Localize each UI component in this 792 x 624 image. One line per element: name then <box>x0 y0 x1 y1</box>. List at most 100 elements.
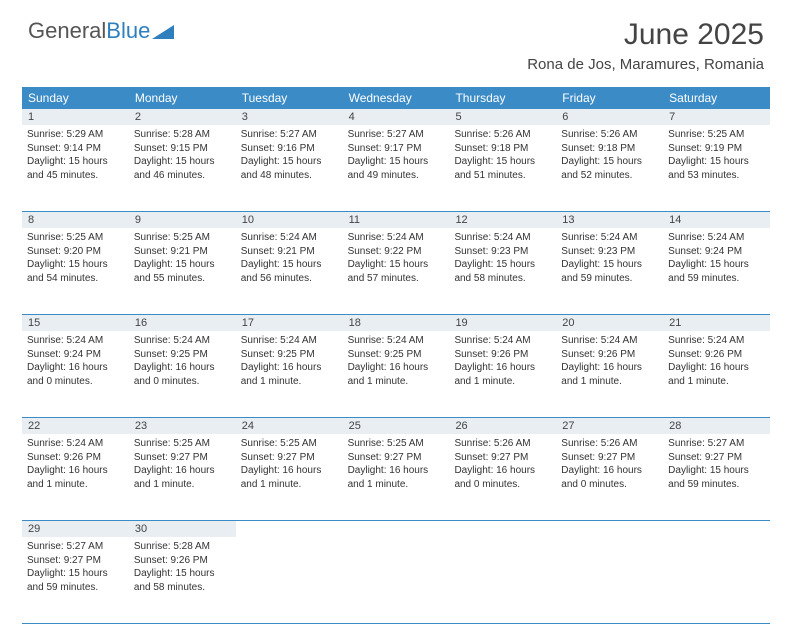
day-number: 21 <box>663 315 770 331</box>
day-line: Sunset: 9:18 PM <box>561 142 658 156</box>
day-line: Sunset: 9:21 PM <box>241 245 338 259</box>
day-cell: Sunrise: 5:24 AMSunset: 9:21 PMDaylight:… <box>236 228 343 314</box>
day-line: Daylight: 15 hours <box>134 155 231 169</box>
day-line: and 49 minutes. <box>348 169 445 183</box>
day-cell: Sunrise: 5:26 AMSunset: 9:27 PMDaylight:… <box>449 434 556 520</box>
day-header: Monday <box>129 87 236 109</box>
day-line: Sunset: 9:27 PM <box>134 451 231 465</box>
day-line: and 0 minutes. <box>454 478 551 492</box>
day-cell: Sunrise: 5:28 AMSunset: 9:26 PMDaylight:… <box>129 537 236 623</box>
day-number: 8 <box>22 212 129 228</box>
day-line: and 1 minute. <box>241 375 338 389</box>
day-number: 2 <box>129 109 236 125</box>
day-number: 17 <box>236 315 343 331</box>
day-cell: Sunrise: 5:24 AMSunset: 9:22 PMDaylight:… <box>343 228 450 314</box>
day-line: and 58 minutes. <box>134 581 231 595</box>
day-number: 24 <box>236 418 343 434</box>
day-number: 18 <box>343 315 450 331</box>
month-title: June 2025 <box>527 18 764 52</box>
day-number-row: 22232425262728 <box>22 418 770 434</box>
day-line: Daylight: 15 hours <box>134 567 231 581</box>
day-line: Sunset: 9:21 PM <box>134 245 231 259</box>
day-cell: Sunrise: 5:24 AMSunset: 9:26 PMDaylight:… <box>556 331 663 417</box>
day-cell: Sunrise: 5:24 AMSunset: 9:26 PMDaylight:… <box>449 331 556 417</box>
day-line: Sunrise: 5:25 AM <box>241 437 338 451</box>
day-number: 14 <box>663 212 770 228</box>
day-line: Sunrise: 5:24 AM <box>134 334 231 348</box>
day-number: 19 <box>449 315 556 331</box>
day-cell <box>663 537 770 623</box>
day-cell: Sunrise: 5:24 AMSunset: 9:24 PMDaylight:… <box>22 331 129 417</box>
day-line: Sunrise: 5:24 AM <box>561 334 658 348</box>
day-line: and 1 minute. <box>348 478 445 492</box>
week-row: Sunrise: 5:27 AMSunset: 9:27 PMDaylight:… <box>22 537 770 624</box>
day-cell <box>449 537 556 623</box>
day-line: and 59 minutes. <box>668 272 765 286</box>
day-line: and 48 minutes. <box>241 169 338 183</box>
day-line: Sunrise: 5:24 AM <box>668 334 765 348</box>
day-cell: Sunrise: 5:24 AMSunset: 9:23 PMDaylight:… <box>556 228 663 314</box>
day-cell: Sunrise: 5:24 AMSunset: 9:26 PMDaylight:… <box>663 331 770 417</box>
day-line: Sunset: 9:27 PM <box>668 451 765 465</box>
day-number: 5 <box>449 109 556 125</box>
day-cell: Sunrise: 5:24 AMSunset: 9:25 PMDaylight:… <box>343 331 450 417</box>
day-cell: Sunrise: 5:24 AMSunset: 9:25 PMDaylight:… <box>236 331 343 417</box>
day-line: Sunrise: 5:24 AM <box>241 334 338 348</box>
day-cell <box>556 537 663 623</box>
day-line: and 46 minutes. <box>134 169 231 183</box>
day-number: 1 <box>22 109 129 125</box>
day-line: Daylight: 16 hours <box>134 361 231 375</box>
day-line: Daylight: 16 hours <box>241 464 338 478</box>
day-line: Sunset: 9:26 PM <box>134 554 231 568</box>
day-line: Sunset: 9:17 PM <box>348 142 445 156</box>
day-line: and 53 minutes. <box>668 169 765 183</box>
day-cell: Sunrise: 5:26 AMSunset: 9:27 PMDaylight:… <box>556 434 663 520</box>
day-line: and 52 minutes. <box>561 169 658 183</box>
day-line: Sunset: 9:25 PM <box>348 348 445 362</box>
day-line: Daylight: 15 hours <box>668 258 765 272</box>
day-line: and 58 minutes. <box>454 272 551 286</box>
day-line: Daylight: 15 hours <box>348 155 445 169</box>
day-line: Sunrise: 5:26 AM <box>561 437 658 451</box>
day-line: Sunset: 9:22 PM <box>348 245 445 259</box>
day-line: Daylight: 15 hours <box>454 258 551 272</box>
logo: GeneralBlue <box>28 18 174 44</box>
header: GeneralBlue June 2025 Rona de Jos, Maram… <box>0 0 792 77</box>
day-line: Daylight: 15 hours <box>27 258 124 272</box>
day-cell: Sunrise: 5:24 AMSunset: 9:24 PMDaylight:… <box>663 228 770 314</box>
day-header: Wednesday <box>343 87 450 109</box>
day-number: 16 <box>129 315 236 331</box>
day-number-row: 1234567 <box>22 109 770 125</box>
day-line: and 1 minute. <box>561 375 658 389</box>
day-line: Sunrise: 5:25 AM <box>348 437 445 451</box>
day-line: and 1 minute. <box>668 375 765 389</box>
day-line: Daylight: 16 hours <box>27 464 124 478</box>
day-cell: Sunrise: 5:25 AMSunset: 9:27 PMDaylight:… <box>236 434 343 520</box>
day-line: Daylight: 15 hours <box>27 567 124 581</box>
day-line: Daylight: 15 hours <box>454 155 551 169</box>
week-row: Sunrise: 5:25 AMSunset: 9:20 PMDaylight:… <box>22 228 770 315</box>
day-line: Sunrise: 5:24 AM <box>454 334 551 348</box>
day-line: Sunset: 9:27 PM <box>27 554 124 568</box>
day-number: 29 <box>22 521 129 537</box>
day-line: and 0 minutes. <box>561 478 658 492</box>
day-line: Sunrise: 5:24 AM <box>241 231 338 245</box>
calendar: SundayMondayTuesdayWednesdayThursdayFrid… <box>22 87 770 624</box>
day-line: Sunrise: 5:25 AM <box>134 231 231 245</box>
day-line: Daylight: 15 hours <box>134 258 231 272</box>
day-header: Tuesday <box>236 87 343 109</box>
day-number-row: 15161718192021 <box>22 315 770 331</box>
day-number <box>556 521 663 537</box>
day-number: 23 <box>129 418 236 434</box>
day-line: and 51 minutes. <box>454 169 551 183</box>
day-line: Daylight: 16 hours <box>454 361 551 375</box>
day-number <box>343 521 450 537</box>
day-number <box>449 521 556 537</box>
day-header: Friday <box>556 87 663 109</box>
day-line: Daylight: 15 hours <box>561 155 658 169</box>
day-line: Sunrise: 5:27 AM <box>241 128 338 142</box>
day-line: Sunrise: 5:28 AM <box>134 128 231 142</box>
day-line: Sunrise: 5:29 AM <box>27 128 124 142</box>
day-number: 25 <box>343 418 450 434</box>
day-cell <box>343 537 450 623</box>
